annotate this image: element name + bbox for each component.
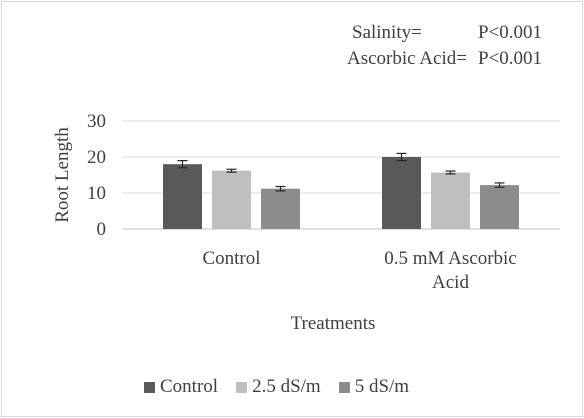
y-tick-labels: 0 10 20 30 <box>87 111 106 240</box>
y-tick-label-0: 0 <box>97 219 107 240</box>
legend-swatch-2-5-ds-m <box>236 381 248 393</box>
bar-1-0 <box>212 170 251 229</box>
y-tick-label-30: 30 <box>87 111 106 132</box>
legend: Control 2.5 dS/m 5 dS/m <box>144 374 409 400</box>
salinity-label: Salinity= <box>352 22 422 43</box>
y-axis-title: Root Length <box>52 127 73 223</box>
bar-2-1 <box>480 185 519 229</box>
x-axis-title: Treatments <box>291 313 376 334</box>
legend-label-5-ds-m: 5 dS/m <box>354 376 410 397</box>
legend-item-5-ds-m: 5 dS/m <box>338 376 410 398</box>
legend-item-2-5-ds-m: 2.5 dS/m <box>236 376 321 398</box>
legend-swatch-5-ds-m <box>338 381 350 393</box>
legend-item-control: Control <box>144 376 218 398</box>
bar-1-1 <box>431 172 470 229</box>
legend-label-control: Control <box>160 376 219 397</box>
x-category-labels: Control 0.5 mM Ascorbic Acid <box>202 248 516 293</box>
y-tick-label-20: 20 <box>87 147 106 168</box>
y-tick-label-10: 10 <box>87 183 106 204</box>
x-category-label-1: 0.5 mM Ascorbic Acid <box>384 248 516 293</box>
salinity-p-value: P<0.001 <box>478 22 543 43</box>
bar-0-0 <box>163 164 202 229</box>
legend-label-2-5-ds-m: 2.5 dS/m <box>252 376 321 397</box>
bars <box>163 157 519 229</box>
bar-2-0 <box>261 188 300 229</box>
ascorbic-acid-label: Ascorbic Acid= <box>347 48 467 69</box>
error-bars <box>177 152 505 192</box>
bar-0-1 <box>382 157 421 229</box>
ascorbic-acid-p-value: P<0.001 <box>478 48 543 69</box>
x-category-label-0: Control <box>202 248 260 269</box>
legend-swatch-control <box>144 381 155 393</box>
